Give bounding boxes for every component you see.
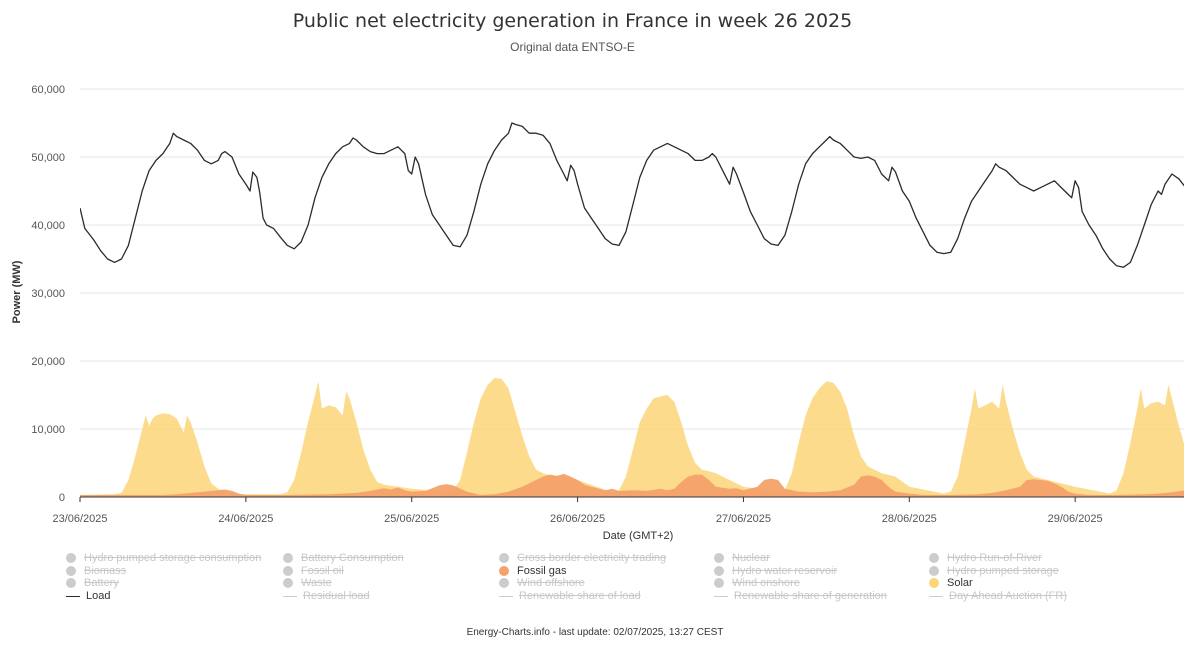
legend-line-icon	[66, 595, 80, 597]
legend-line-icon	[929, 595, 943, 597]
legend-label: Renewable share of load	[519, 590, 641, 602]
legend-label: Hydro pumped storage	[947, 564, 1059, 577]
y-tick-label: 0	[59, 492, 65, 504]
legend-label: Renewable share of generation	[734, 590, 887, 602]
legend-label: Residual load	[303, 590, 370, 602]
legend-dot-icon	[283, 565, 293, 576]
chart-title: Public net electricity generation in Fra…	[292, 10, 853, 32]
legend-label: Load	[86, 590, 111, 602]
legend-item-renewable-share-of-load[interactable]: Renewable share of load	[499, 590, 641, 602]
y-tick-label: 40,000	[31, 220, 65, 232]
y-tick-label: 10,000	[31, 424, 65, 436]
legend-label: Hydro pumped storage consumption	[84, 552, 262, 564]
legend-item-battery-consumption[interactable]: Battery Consumption	[283, 552, 404, 564]
y-tick-label: 60,000	[31, 84, 65, 96]
legend-item-load[interactable]: Load	[66, 590, 110, 602]
legend-dot-icon	[283, 553, 293, 563]
series-area-solar[interactable]	[80, 378, 1200, 497]
legend-item-hydro-pumped-storage[interactable]: Hydro pumped storage	[929, 565, 1059, 577]
x-tick-label: 23/06/2025	[52, 513, 107, 525]
series-line-load[interactable]	[80, 122, 1200, 268]
legend-dot-icon	[714, 578, 724, 588]
axis-layer: 0 10,000 20,000 30,000 40,000 50,000 60,000 23/…	[31, 84, 1184, 525]
series-area-fossil-gas[interactable]	[80, 473, 1200, 498]
legend-item-fossil-oil[interactable]: Fossil oil	[283, 565, 344, 577]
x-tick-label: 25/06/2025	[384, 513, 439, 525]
legend-dot-icon	[929, 565, 939, 576]
legend-dot-icon	[714, 553, 724, 563]
legend-item-biomass[interactable]: Biomass	[66, 565, 126, 577]
legend-label: Nuclear	[732, 552, 770, 564]
area-layer	[80, 378, 1200, 498]
y-tick-label: 30,000	[31, 288, 65, 300]
line-layer	[80, 122, 1200, 268]
legend-label: Day Ahead Auction (FR)	[949, 590, 1068, 602]
legend-label: Wind offshore	[517, 577, 585, 589]
x-tick-label: 24/06/2025	[218, 513, 273, 525]
legend-item-wind-onshore[interactable]: Wind onshore	[714, 577, 800, 589]
legend-label: Battery	[84, 577, 119, 589]
legend-dot-icon	[66, 553, 76, 563]
legend-label: Waste	[301, 577, 332, 589]
x-tick-label: 28/06/2025	[882, 513, 937, 525]
y-tick-label: 20,000	[31, 356, 65, 368]
legend-line-icon	[714, 595, 728, 597]
legend-line-icon	[283, 595, 297, 597]
legend-label: Fossil oil	[301, 564, 344, 577]
x-tick-label: 26/06/2025	[550, 513, 605, 525]
legend-item-hydro-pumped-storage-consumption[interactable]: Hydro pumped storage consumption	[66, 552, 261, 564]
legend-label: Wind onshore	[732, 577, 800, 589]
x-tick-label: 27/06/2025	[716, 513, 771, 525]
legend-item-waste[interactable]: Waste	[283, 577, 332, 589]
y-tick-label: 50,000	[31, 152, 65, 164]
y-axis-title: Power (MW)	[11, 260, 23, 323]
legend-dot-icon	[283, 578, 293, 588]
legend-dot-icon	[929, 553, 939, 563]
legend-item-wind-offshore[interactable]: Wind offshore	[499, 577, 585, 589]
legend-label: Hydro water reservoir	[732, 564, 838, 577]
legend-item-cross-border-electricity-trading[interactable]: Cross border electricity trading	[499, 552, 666, 564]
chart-subtitle: Original data ENTSO-E	[510, 40, 635, 54]
legend-item-battery[interactable]: Battery	[66, 577, 119, 589]
grid-layer	[80, 88, 1184, 498]
legend-dot-icon	[499, 565, 509, 576]
legend-item-hydro-run-of-river[interactable]: Hydro Run-of-River	[929, 552, 1042, 564]
legend-label: Fossil gas	[517, 564, 567, 577]
legend-item-solar[interactable]: Solar	[929, 577, 973, 589]
legend-item-hydro-water-reservoir[interactable]: Hydro water reservoir	[714, 565, 837, 577]
legend-item-renewable-share-of-generation[interactable]: Renewable share of generation	[714, 590, 887, 602]
legend-dot-icon	[66, 565, 76, 576]
legend-label: Biomass	[84, 564, 127, 577]
legend-label: Battery Consumption	[301, 552, 404, 564]
footer-credit: Energy-Charts.info - last update: 02/07/…	[466, 627, 724, 638]
legend-item-fossil-gas[interactable]: Fossil gas	[499, 565, 567, 577]
x-tick-label: 29/06/2025	[1048, 513, 1103, 525]
legend-label: Hydro Run-of-River	[947, 552, 1042, 564]
legend-dot-icon	[66, 578, 76, 588]
legend-item-residual-load[interactable]: Residual load	[283, 590, 370, 602]
legend-dot-icon	[499, 578, 509, 588]
legend-item-day-ahead-auction-fr[interactable]: Day Ahead Auction (FR)	[929, 590, 1067, 602]
legend-dot-icon	[714, 565, 724, 576]
x-axis-title: Date (GMT+2)	[603, 530, 674, 542]
legend-line-icon	[499, 595, 513, 597]
legend-label: Solar	[947, 577, 973, 589]
legend-dot-icon	[499, 553, 509, 563]
legend-item-nuclear[interactable]: Nuclear	[714, 552, 770, 564]
legend-dot-icon	[929, 578, 939, 588]
legend-label: Cross border electricity trading	[517, 552, 667, 564]
